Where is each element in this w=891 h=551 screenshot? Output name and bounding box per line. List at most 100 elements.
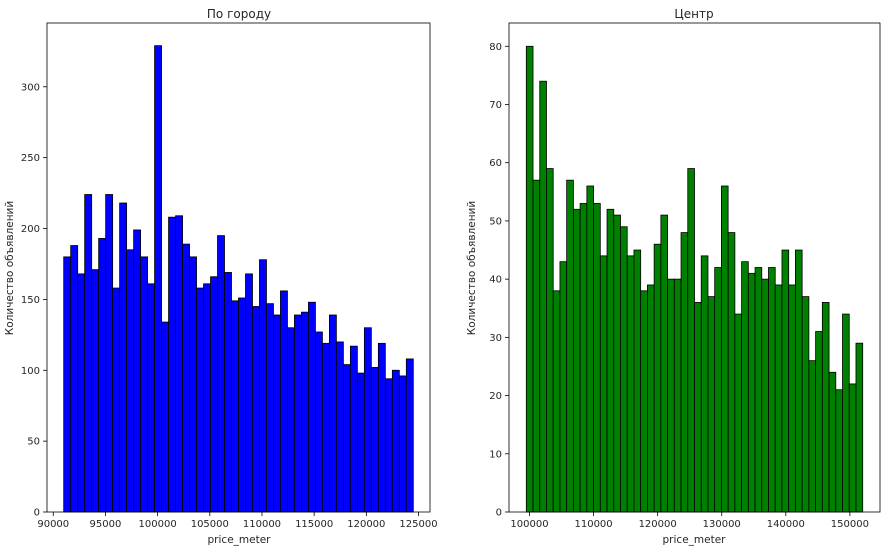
histogram-bar [848, 383, 857, 513]
histogram-bar [694, 302, 702, 513]
x-tick-label: 110000 [574, 519, 612, 530]
histogram-bar [687, 168, 695, 513]
x-axis-label-city: price_meter [208, 534, 272, 546]
histogram-bar [525, 45, 534, 513]
x-tick-label: 110000 [243, 519, 281, 530]
histogram-bar [586, 185, 594, 513]
histogram-bar [363, 327, 372, 513]
histogram-bar [754, 267, 763, 513]
histogram-bar [620, 226, 628, 513]
chart-title-center: Центр [674, 7, 713, 21]
histogram-bar [795, 249, 803, 513]
x-tick-label: 115000 [295, 519, 333, 530]
histogram-bar [182, 243, 190, 513]
x-tick-label: 140000 [767, 519, 805, 530]
histogram-bar [377, 342, 386, 513]
histogram-bar [821, 302, 830, 513]
histogram-bar [287, 327, 295, 513]
histogram-bar [252, 306, 260, 513]
y-tick-label: 300 [21, 82, 40, 93]
histogram-bar [342, 364, 351, 513]
histogram-bar [133, 229, 142, 513]
histogram-bar [308, 301, 316, 513]
histogram-bar [398, 375, 407, 513]
x-axis-city: 90000 95000 100000 105000 110000 115000 120000… [37, 512, 438, 530]
histogram-bar [673, 278, 682, 513]
histogram-bar [734, 313, 742, 513]
y-tick-label: 0 [34, 508, 40, 519]
y-tick-label: 150 [21, 295, 40, 306]
histogram-bar [647, 284, 655, 513]
histogram-bar [70, 245, 79, 513]
histogram-bar [680, 232, 689, 513]
histogram-bar [707, 296, 716, 513]
histogram-bar [633, 249, 642, 513]
x-tick-label: 120000 [347, 519, 385, 530]
histogram-bar [801, 296, 810, 513]
histogram-bar [788, 284, 796, 513]
y-tick-label: 10 [489, 449, 502, 460]
histogram-bar [855, 342, 864, 513]
histogram-bar [835, 389, 843, 513]
histogram-bar [301, 311, 309, 513]
histogram-bar [391, 369, 400, 513]
histogram-bar [315, 331, 323, 513]
histogram-bar [552, 290, 561, 513]
histogram-bar [384, 378, 393, 513]
histogram-bar [741, 261, 749, 513]
histogram-bar [119, 202, 128, 513]
histogram-bar [231, 300, 239, 513]
histogram-center: Центр 100000 110000 120000 130000 140000 1500… [466, 7, 881, 546]
x-tick-label: 90000 [37, 519, 69, 530]
histogram-bar [335, 341, 344, 513]
histogram-bar [653, 243, 662, 513]
histogram-bar [539, 80, 547, 513]
y-tick-label: 250 [21, 153, 40, 164]
histogram-bar [356, 372, 365, 513]
histogram-bar [91, 269, 100, 513]
histogram-bar [815, 331, 823, 513]
histogram-bar [747, 272, 756, 513]
histogram-bar [700, 255, 709, 513]
plot-frame-center [508, 22, 881, 513]
histogram-bar [245, 273, 253, 513]
histogram-bar [593, 203, 601, 513]
histogram-bar [84, 194, 93, 513]
histogram-bar [259, 259, 267, 513]
histogram-bar [842, 313, 850, 513]
histogram-bar [98, 238, 107, 513]
y-tick-label: 70 [489, 100, 502, 111]
histogram-bar [161, 321, 169, 513]
y-axis-city: 0 50 100 150 200 250 300 [21, 82, 47, 519]
x-tick-label: 150000 [831, 519, 869, 530]
histogram-bar [566, 179, 574, 513]
histogram-bar [349, 345, 358, 513]
x-axis-center: 100000 110000 120000 130000 140000 150000 [510, 512, 869, 530]
histogram-bar [105, 194, 114, 513]
y-tick-label: 60 [489, 158, 502, 169]
histogram-bar [175, 215, 183, 513]
histogram-bar [532, 179, 541, 513]
histogram-bar [781, 249, 790, 513]
histogram-bar [273, 314, 281, 513]
histogram-bar [217, 235, 225, 513]
x-tick-label: 100000 [510, 519, 548, 530]
histogram-bar [808, 360, 817, 513]
histogram-bar [370, 367, 379, 513]
y-tick-label: 100 [21, 366, 40, 377]
bars-city [63, 45, 414, 513]
histogram-bar [147, 283, 155, 513]
histogram-bar [328, 314, 337, 513]
histogram-bar [266, 303, 274, 513]
histogram-bar [559, 261, 568, 513]
histogram-bar [606, 208, 615, 513]
histogram-bar [768, 267, 776, 513]
bars-center [525, 45, 864, 513]
x-axis-label-center: price_meter [663, 534, 727, 546]
x-tick-label: 125000 [399, 519, 437, 530]
y-tick-label: 50 [489, 216, 502, 227]
histogram-bar [626, 255, 635, 513]
histogram-bar [322, 342, 330, 513]
histogram-city: По городу 90000 95000 100000 105000 110000 11… [4, 7, 438, 546]
y-axis-center: 0 10 20 30 40 50 60 70 80 [489, 42, 509, 519]
